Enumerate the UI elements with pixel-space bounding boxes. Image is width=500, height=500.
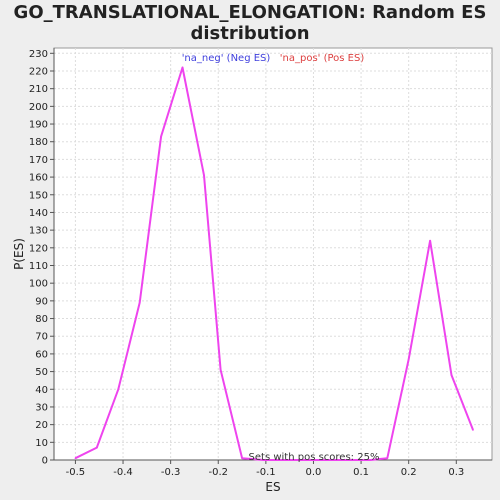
- data-point: [138, 301, 141, 304]
- chart-title-line-2: distribution: [190, 23, 310, 44]
- data-point: [74, 457, 77, 460]
- y-tick-label: 10: [35, 438, 48, 449]
- data-point: [429, 239, 431, 242]
- y-tick-label: 210: [29, 84, 48, 95]
- data-point: [117, 388, 120, 391]
- data-point: [181, 66, 184, 69]
- y-tick-label: 50: [35, 367, 48, 378]
- data-point: [160, 135, 162, 138]
- y-tick-label: 140: [29, 208, 48, 219]
- data-point: [386, 457, 389, 460]
- y-tick-label: 200: [29, 102, 48, 113]
- legend: 'na_neg' (Neg ES) 'na_pos' (Pos ES): [182, 53, 365, 64]
- x-tick-label: 0.1: [353, 467, 369, 478]
- y-axis-label: P(ES): [12, 238, 26, 270]
- legend-entry-0: 'na_neg' (Neg ES): [182, 53, 271, 64]
- y-tick-label: 70: [35, 332, 48, 343]
- x-tick-label: -0.4: [113, 467, 133, 478]
- y-tick-label: 160: [29, 173, 48, 184]
- x-axis-label: ES: [265, 480, 280, 494]
- y-tick-label: 190: [29, 120, 48, 131]
- y-tick-label: 110: [29, 261, 48, 272]
- legend-entry-1: 'na_pos' (Pos ES): [280, 53, 365, 64]
- y-tick-label: 80: [35, 314, 48, 325]
- y-tick-label: 30: [35, 402, 48, 413]
- data-point: [96, 446, 98, 449]
- x-tick-label: -0.5: [66, 467, 86, 478]
- y-tick-label: 90: [35, 296, 48, 307]
- y-tick-label: 60: [35, 349, 48, 360]
- axes: 0 10 20 30 40 50 60 70 80 90 100 110 120 130 140 150 160…: [29, 48, 492, 478]
- data-point: [472, 429, 474, 431]
- chart-title: GO_TRANSLATIONAL_ELONGATION: Random ES d…: [0, 2, 500, 44]
- y-tick-label: 230: [29, 49, 48, 60]
- y-tick-label: 150: [29, 190, 48, 201]
- x-tick-label: 0.3: [448, 467, 464, 478]
- y-tick-label: 20: [35, 420, 48, 431]
- y-tick-label: 120: [29, 243, 48, 254]
- y-tick-label: 180: [29, 137, 48, 148]
- y-tick-label: 220: [29, 66, 48, 77]
- grid-lines: [54, 48, 492, 461]
- data-point: [241, 457, 243, 460]
- x-tick-label: 0.2: [401, 467, 417, 478]
- data-point: [284, 459, 286, 461]
- pos-score-annotation: Sets with pos scores: 25%: [249, 452, 380, 463]
- data-point: [203, 174, 205, 177]
- x-tick-label: -0.2: [208, 467, 228, 478]
- data-point: [262, 459, 265, 461]
- y-tick-label: 40: [35, 385, 48, 396]
- data-point: [407, 358, 410, 361]
- data-point: [326, 459, 329, 461]
- data-point: [219, 369, 222, 371]
- y-tick-label: 130: [29, 226, 48, 237]
- data-point: [450, 374, 453, 376]
- y-tick-label: 170: [29, 155, 48, 166]
- series-line-0: [74, 66, 474, 461]
- plot-area: [53, 47, 493, 461]
- series-layer: [74, 66, 474, 461]
- y-tick-label: 100: [29, 279, 48, 290]
- chart-title-line-1: GO_TRANSLATIONAL_ELONGATION: Random ES: [13, 2, 487, 23]
- data-point: [369, 459, 372, 461]
- data-point: [305, 459, 308, 461]
- data-point: [348, 459, 350, 461]
- x-tick-label: -0.1: [256, 467, 276, 478]
- x-tick-label: 0.0: [306, 467, 322, 478]
- y-tick-label: 0: [42, 456, 48, 467]
- x-tick-label: -0.3: [161, 467, 181, 478]
